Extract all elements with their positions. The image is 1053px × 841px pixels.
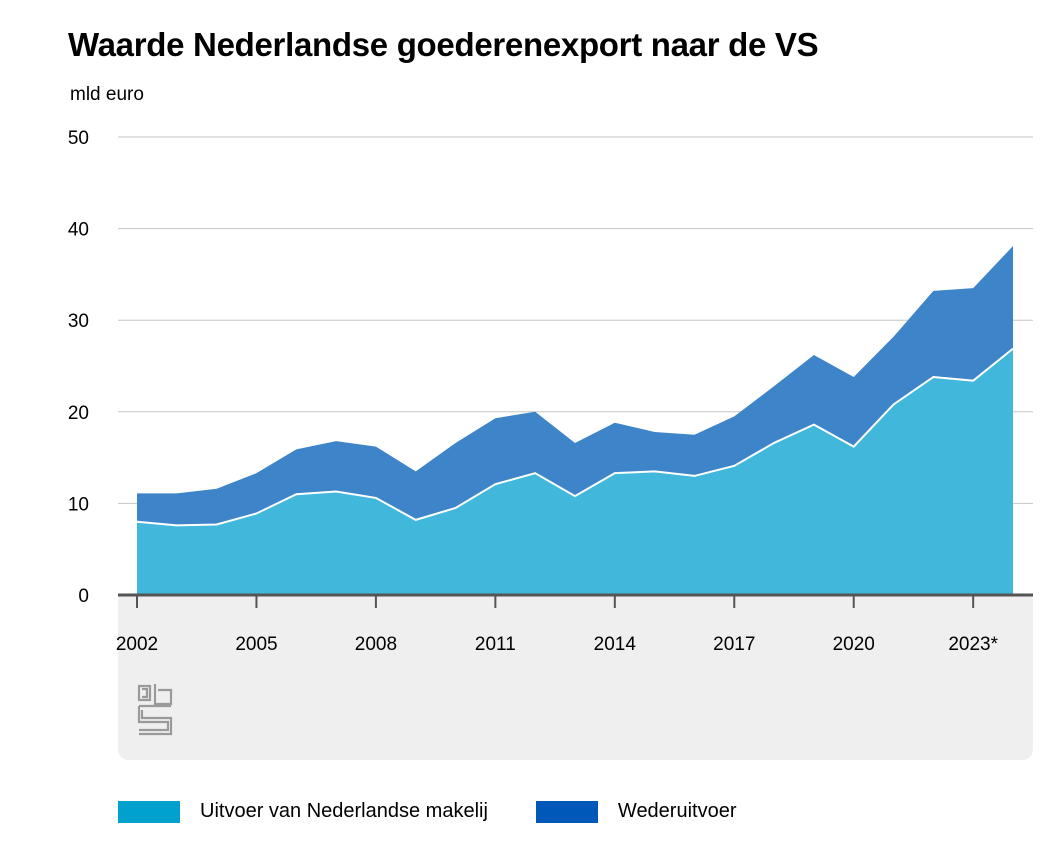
y-tick-label: 50: [68, 128, 89, 149]
legend-item-wederuitvoer: Wederuitvoer: [535, 800, 737, 823]
legend-swatch-wederuitvoer: [535, 800, 598, 823]
x-tick-label: 2011: [475, 634, 516, 655]
y-tick-label: 10: [68, 494, 89, 515]
legend-swatch-uitvoer: [118, 800, 180, 823]
x-tick-label: 2008: [355, 634, 397, 655]
y-axis-labels: 0 10 20 30 40 50: [68, 128, 89, 607]
legend: Uitvoer van Nederlandse makelij Wederuit…: [118, 800, 737, 823]
cbs-logo-icon: [137, 684, 173, 736]
y-axis-unit: mld euro: [70, 84, 144, 105]
y-tick-label: 30: [68, 311, 89, 332]
chart-title: Waarde Nederlandse goederenexport naar d…: [68, 26, 819, 63]
y-tick-label: 0: [78, 586, 89, 607]
x-tick-label: 2014: [594, 634, 637, 655]
legend-label-uitvoer: Uitvoer van Nederlandse makelij: [200, 800, 488, 822]
x-axis-labels: 2002 2005 2008 2011 2014 2017 2020 2023*: [116, 634, 999, 655]
legend-item-uitvoer: Uitvoer van Nederlandse makelij: [118, 800, 488, 823]
legend-label-wederuitvoer: Wederuitvoer: [617, 800, 737, 822]
x-tick-label: 2005: [235, 634, 277, 655]
chart-svg: 0 10 20 30 40 50 2002 2005 2008 2011 2014 2017 2020…: [68, 128, 1033, 760]
x-tick-label: 2002: [116, 634, 158, 655]
x-tick-label: 2020: [833, 634, 875, 655]
x-axis: [118, 593, 1033, 608]
area-series: [136, 246, 1014, 595]
area-uitvoer: [137, 348, 1013, 595]
chart-footer-panel: [118, 596, 1033, 760]
x-tick-label: 2023*: [948, 634, 998, 655]
y-tick-label: 40: [68, 220, 89, 241]
area-wederuitvoer: [137, 246, 1013, 526]
y-tick-label: 20: [68, 403, 89, 424]
series-boundary-line: [136, 347, 1014, 527]
x-tick-label: 2017: [713, 634, 755, 655]
